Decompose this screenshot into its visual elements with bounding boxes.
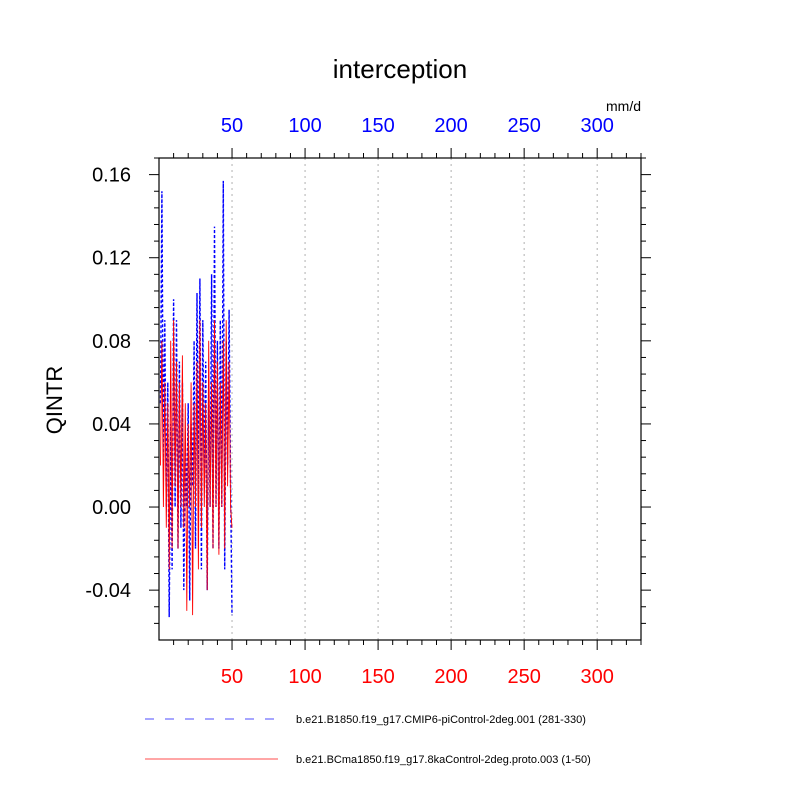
x-tick-label-bottom: 50 <box>221 666 243 688</box>
series-line-2 <box>160 320 233 616</box>
legend-label-2: b.e21.BCma1850.f19_g17.8kaControl-2deg.p… <box>296 754 591 766</box>
legend: b.e21.B1850.f19_g17.CMIP6-piControl-2deg… <box>145 714 591 766</box>
x-tick-label-bottom: 250 <box>507 666 540 688</box>
y-tick-label: 0.16 <box>92 165 131 187</box>
x-tick-label-bottom: 150 <box>361 666 394 688</box>
x-tick-label-top: 150 <box>361 115 394 137</box>
x-tick-label-bottom: 200 <box>434 666 467 688</box>
x-tick-label-top: 100 <box>288 115 321 137</box>
y-tick-label: 0.12 <box>92 248 131 270</box>
y-axis-label: QINTR <box>42 366 67 434</box>
units-label: mm/d <box>606 98 641 114</box>
y-tick-label: 0.08 <box>92 331 131 353</box>
axes: -0.04 0.00 0.04 0.08 0.12 0.16 50 50 100 100 150 15… <box>85 115 651 688</box>
x-tick-label-top: 50 <box>221 115 243 137</box>
chart-title: interception <box>333 54 467 84</box>
plot-area <box>159 180 233 618</box>
plot-frame <box>158 157 642 641</box>
y-tick-label: -0.04 <box>85 580 131 602</box>
y-tick-label: 0.04 <box>92 414 131 436</box>
x-tick-label-bottom: 100 <box>288 666 321 688</box>
x-tick-label-top: 250 <box>507 115 540 137</box>
x-tick-label-top: 300 <box>580 115 613 137</box>
y-tick-label: 0.00 <box>92 497 131 519</box>
gridlines <box>231 158 598 640</box>
x-tick-label-top: 200 <box>434 115 467 137</box>
x-tick-label-bottom: 300 <box>580 666 613 688</box>
legend-label-1: b.e21.B1850.f19_g17.CMIP6-piControl-2deg… <box>296 714 586 726</box>
